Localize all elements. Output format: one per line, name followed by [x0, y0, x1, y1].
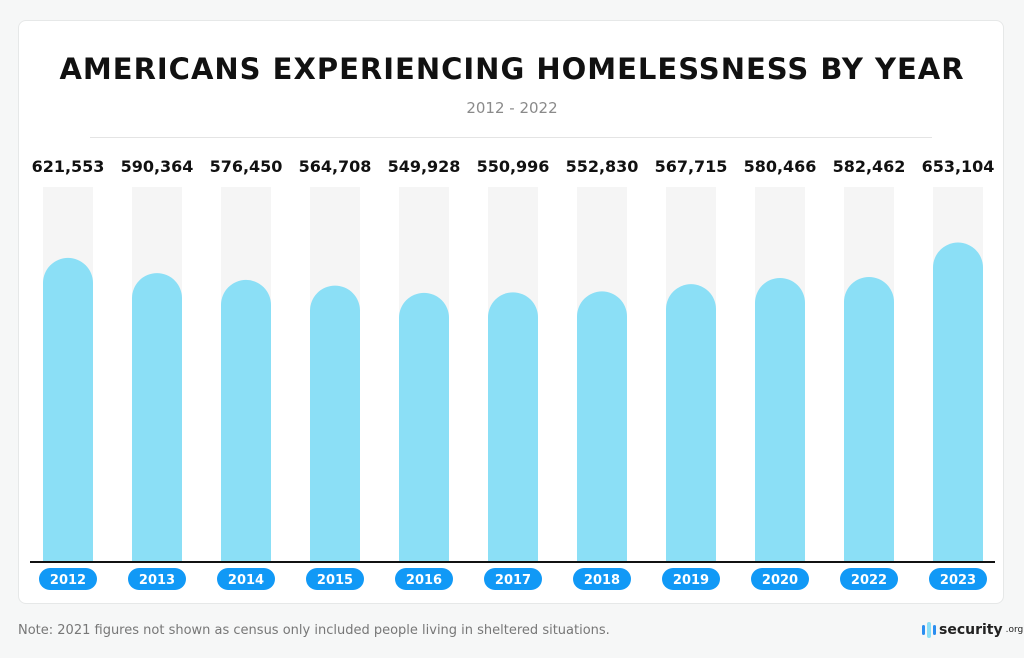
data-label-2017: 550,996 [477, 157, 550, 176]
bar-2017 [488, 292, 538, 561]
x-tick-label-2023: 2023 [940, 573, 976, 588]
data-label-2020: 580,466 [744, 157, 817, 176]
bar-2022 [844, 276, 894, 561]
data-label-2016: 549,928 [388, 157, 461, 176]
year-pill-2018 [573, 568, 631, 590]
x-tick-label-2012: 2012 [50, 573, 86, 588]
divider [90, 137, 932, 138]
data-label-2014: 576,450 [210, 157, 283, 176]
data-label-2015: 564,708 [299, 157, 372, 176]
security-org-logo: security .org [922, 622, 1023, 638]
year-pill-2023 [929, 568, 987, 590]
bar-2019 [666, 284, 716, 561]
x-tick-label-2017: 2017 [495, 573, 531, 588]
year-pill-2019 [662, 568, 720, 590]
data-label-2018: 552,830 [566, 157, 639, 176]
bar-2020 [755, 277, 805, 561]
x-tick-label-2020: 2020 [762, 573, 798, 588]
year-pill-2017 [484, 568, 542, 590]
chart-subtitle: 2012 - 2022 [466, 99, 558, 117]
logo-suffix: .org [1005, 625, 1024, 635]
x-tick-label-2015: 2015 [317, 573, 353, 588]
bar-2018 [577, 291, 627, 561]
data-label-2019: 567,715 [655, 157, 728, 176]
footnote: Note: 2021 figures not shown as census o… [18, 623, 610, 638]
bar-2013 [132, 273, 182, 561]
chart-title: AMERICANS EXPERIENCING HOMELESSNESS BY Y… [59, 52, 965, 86]
year-pill-2015 [306, 568, 364, 590]
logo-text: security [939, 622, 1003, 638]
year-pill-2014 [217, 568, 275, 590]
bar-2014 [221, 279, 271, 561]
data-label-2012: 621,553 [32, 157, 105, 176]
bar-2023 [933, 242, 983, 561]
x-tick-label-2013: 2013 [139, 573, 175, 588]
year-pill-2020 [751, 568, 809, 590]
year-pill-2012 [39, 568, 97, 590]
x-tick-label-2018: 2018 [584, 573, 620, 588]
x-tick-label-2014: 2014 [228, 573, 264, 588]
bar-2015 [310, 285, 360, 561]
year-pill-2022 [840, 568, 898, 590]
bar-2012 [43, 257, 93, 561]
year-pill-2013 [128, 568, 186, 590]
x-tick-label-2019: 2019 [673, 573, 709, 588]
logo-icon [922, 622, 936, 638]
data-label-2013: 590,364 [121, 157, 194, 176]
x-tick-label-2016: 2016 [406, 573, 442, 588]
x-tick-label-2022: 2022 [851, 573, 887, 588]
data-label-2023: 653,104 [922, 157, 995, 176]
bar-2016 [399, 292, 449, 561]
data-label-2022: 582,462 [833, 157, 906, 176]
year-pill-2016 [395, 568, 453, 590]
